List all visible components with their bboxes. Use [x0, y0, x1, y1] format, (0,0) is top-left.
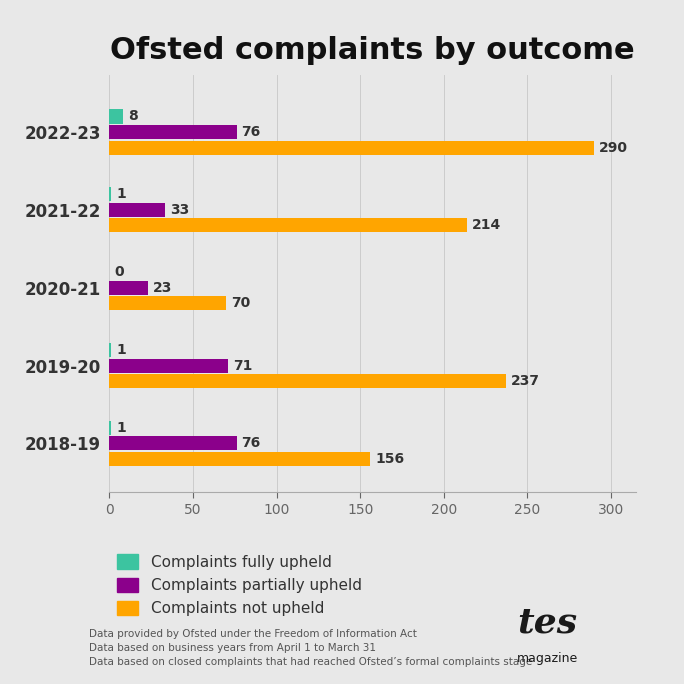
Text: 1: 1: [116, 187, 126, 201]
Legend: Complaints fully upheld, Complaints partially upheld, Complaints not upheld: Complaints fully upheld, Complaints part…: [117, 554, 362, 616]
Text: 1: 1: [116, 343, 126, 357]
Bar: [109, 187, 111, 201]
Bar: [109, 141, 594, 155]
Text: magazine: magazine: [516, 652, 578, 665]
Bar: [109, 296, 226, 311]
Title: Ofsted complaints by outcome: Ofsted complaints by outcome: [111, 36, 635, 64]
Bar: [109, 374, 505, 388]
Text: 1: 1: [116, 421, 126, 435]
Text: 237: 237: [511, 374, 540, 388]
Text: tes: tes: [517, 605, 577, 640]
Bar: [109, 358, 228, 373]
Bar: [109, 218, 467, 233]
Text: 76: 76: [241, 125, 261, 139]
Bar: [109, 280, 148, 295]
Bar: [109, 452, 370, 466]
Text: 8: 8: [128, 109, 137, 124]
Bar: [109, 125, 237, 139]
Text: 76: 76: [241, 436, 261, 451]
Text: 71: 71: [233, 358, 252, 373]
Bar: [109, 343, 111, 357]
Text: 214: 214: [472, 218, 501, 233]
Text: 70: 70: [231, 296, 251, 311]
Bar: [109, 421, 111, 435]
Text: 156: 156: [376, 452, 404, 466]
Text: 33: 33: [170, 203, 189, 217]
Bar: [109, 109, 123, 124]
Text: 0: 0: [114, 265, 124, 279]
Bar: [109, 436, 237, 451]
Text: 290: 290: [599, 141, 629, 155]
Text: 23: 23: [153, 280, 172, 295]
Bar: [109, 203, 165, 217]
Text: Data provided by Ofsted under the Freedom of Information Act
Data based on busin: Data provided by Ofsted under the Freedo…: [89, 629, 532, 667]
